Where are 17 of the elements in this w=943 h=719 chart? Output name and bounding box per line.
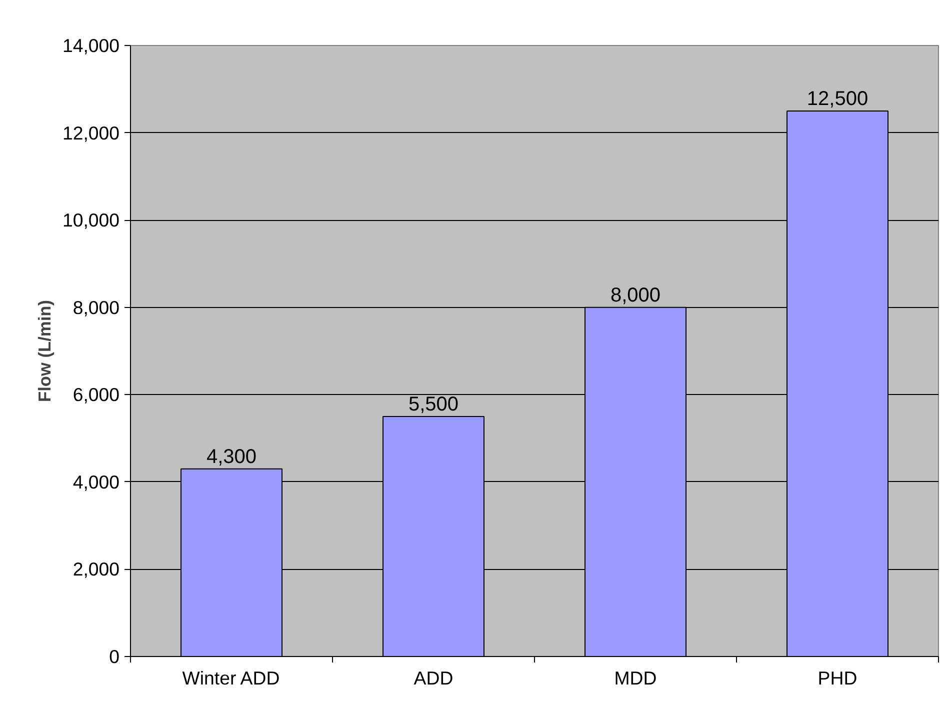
data-label: 8,000 [610,284,661,306]
y-tick-label: 12,000 [62,122,120,144]
x-tick-label: MDD [614,668,657,688]
y-tick-label: 0 [109,646,120,667]
y-tick-label: 4,000 [72,471,120,492]
data-label: 5,500 [408,393,459,416]
data-label: 12,500 [806,88,868,110]
y-axis-title: Flow (L/min) [34,300,54,402]
y-tick-label: 2,000 [72,558,120,580]
x-tick-label: PHD [818,668,858,688]
x-tick-label: ADD [414,668,454,688]
x-tick-label: Winter ADD [182,668,280,688]
y-tick-label: 8,000 [72,296,120,318]
y-tick-label: 10,000 [62,210,120,231]
data-label: 4,300 [206,446,257,468]
y-tick-label: 14,000 [62,35,120,56]
y-tick-label: 6,000 [72,384,120,406]
